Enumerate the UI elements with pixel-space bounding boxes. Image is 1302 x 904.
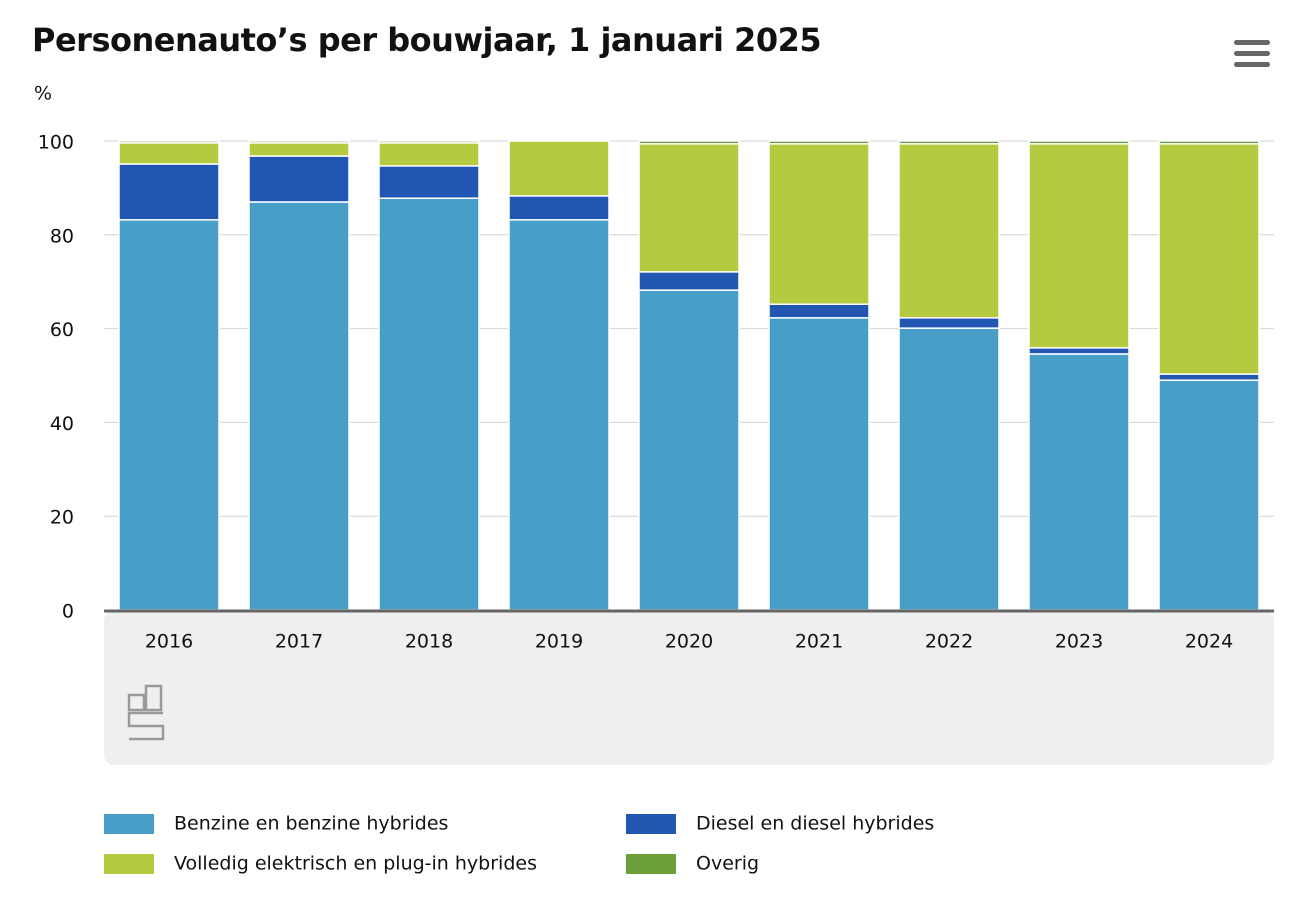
bar-segment <box>118 219 220 611</box>
bar-segment <box>508 140 610 197</box>
chart-title: Personenauto’s per bouwjaar, 1 januari 2… <box>32 21 821 59</box>
bar-segment <box>248 140 350 144</box>
bar-segment <box>1028 353 1130 611</box>
x-tick-label: 2024 <box>1185 631 1233 653</box>
bar-segment <box>898 140 1000 145</box>
bar-segment <box>768 317 870 611</box>
bar-segment <box>248 155 350 203</box>
bar-segment <box>248 142 350 157</box>
bar-segment <box>508 195 610 221</box>
legend-label: Benzine en benzine hybrides <box>174 813 448 835</box>
bar-segment <box>768 140 870 145</box>
bar-segment <box>898 143 1000 319</box>
bar-segment <box>768 303 870 319</box>
legend-swatch <box>104 854 154 874</box>
bar-segment <box>1028 140 1130 145</box>
x-tick-label: 2019 <box>535 631 583 653</box>
y-tick-label: 20 <box>50 507 74 529</box>
y-tick-label: 40 <box>50 413 74 435</box>
bar-segment <box>898 317 1000 329</box>
bar-segment <box>638 143 740 273</box>
bar-segment <box>898 327 1000 611</box>
legend-label: Volledig elektrisch en plug-in hybrides <box>174 853 537 875</box>
x-tick-label: 2021 <box>795 631 843 653</box>
legend-swatch <box>626 814 676 834</box>
bar-segment <box>378 142 480 167</box>
bar-segment <box>638 140 740 145</box>
bar-segment <box>1158 373 1260 381</box>
x-tick-label: 2017 <box>275 631 323 653</box>
x-tick-label: 2023 <box>1055 631 1103 653</box>
bar-segment <box>248 201 350 611</box>
y-tick-label: 80 <box>50 225 74 247</box>
y-axis-label: % <box>34 83 52 105</box>
legend-label: Diesel en diesel hybrides <box>696 813 934 835</box>
x-tick-label: 2016 <box>145 631 193 653</box>
bar-segment <box>1028 347 1130 355</box>
y-tick-label: 0 <box>62 601 74 623</box>
bar-segment <box>638 289 740 611</box>
bar-segment <box>1158 140 1260 145</box>
bar-segment <box>1158 379 1260 611</box>
x-axis-panel <box>104 611 1274 765</box>
bar-segment <box>378 197 480 611</box>
bar-segment <box>1158 143 1260 375</box>
bar-segment <box>118 140 220 144</box>
bar-segment <box>1028 143 1130 349</box>
y-tick-label: 100 <box>38 132 74 154</box>
bar-segment <box>118 163 220 221</box>
y-tick-label: 60 <box>50 319 74 341</box>
bar-segment <box>638 271 740 291</box>
bar-segment <box>118 142 220 165</box>
bar-segment <box>378 140 480 144</box>
x-tick-label: 2022 <box>925 631 973 653</box>
bar-segment <box>508 219 610 611</box>
x-tick-label: 2020 <box>665 631 713 653</box>
logo <box>127 684 165 741</box>
bar-segment <box>378 165 480 199</box>
bar-segment <box>768 143 870 305</box>
legend-label: Overig <box>696 853 759 875</box>
menu-button[interactable] <box>1234 40 1270 67</box>
legend-swatch <box>626 854 676 874</box>
x-tick-label: 2018 <box>405 631 453 653</box>
legend-swatch <box>104 814 154 834</box>
